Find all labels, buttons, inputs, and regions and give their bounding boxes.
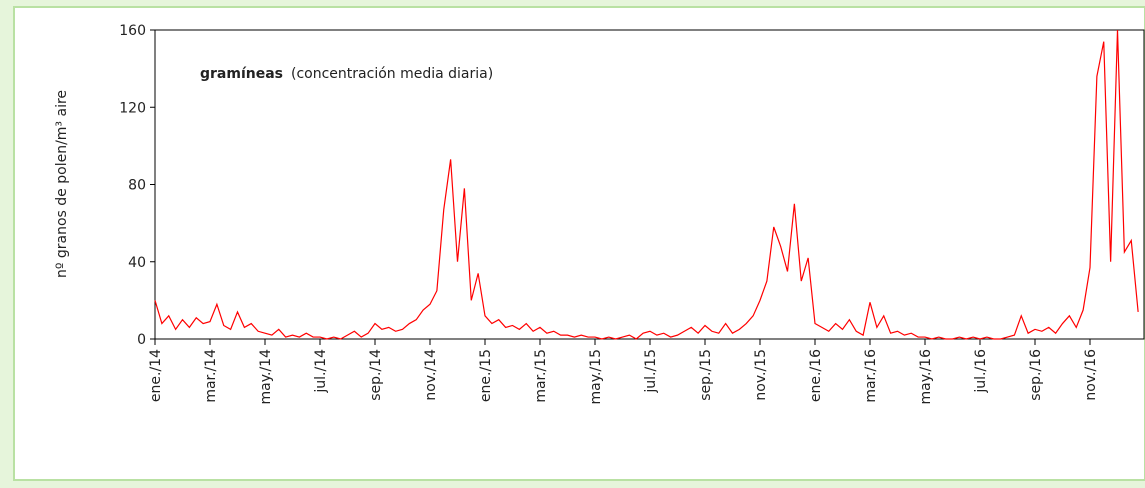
frame: [13, 6, 1145, 481]
y-tick-label: 40: [128, 255, 146, 271]
chart-title: gramíneas: [200, 66, 283, 82]
x-tick-label: sep./15: [698, 349, 714, 401]
y-axis-label: nº granos de polen/m³ aire: [54, 90, 70, 278]
x-tick-label: mar./15: [533, 349, 549, 403]
x-tick-label: nov./14: [423, 349, 439, 401]
x-tick-label: jul./14: [313, 349, 329, 394]
x-tick-label: ene./14: [148, 349, 164, 402]
chart-subtitle: (concentración media diaria): [291, 66, 493, 82]
y-tick-label: 120: [119, 100, 146, 116]
y-tick-label: 80: [128, 178, 146, 194]
x-tick-label: nov./16: [1083, 349, 1099, 401]
x-tick-label: jul./16: [973, 349, 989, 394]
x-tick-label: may./15: [588, 349, 604, 405]
data-line: [154, 29, 1139, 340]
x-tick-label: mar./16: [863, 349, 879, 403]
x-tick-label: may./16: [918, 349, 934, 405]
x-tick-label: ene./16: [808, 349, 824, 402]
x-tick-label: mar./14: [203, 349, 219, 403]
x-tick-label: sep./16: [1028, 349, 1044, 401]
x-tick-label: may./14: [258, 349, 274, 405]
x-tick-label: jul./15: [643, 349, 659, 394]
y-tick-label: 160: [119, 23, 146, 39]
x-tick-label: ene./15: [478, 349, 494, 402]
y-tick-label: 0: [137, 332, 146, 348]
x-tick-label: sep./14: [368, 349, 384, 401]
x-tick-label: nov./15: [753, 349, 769, 401]
